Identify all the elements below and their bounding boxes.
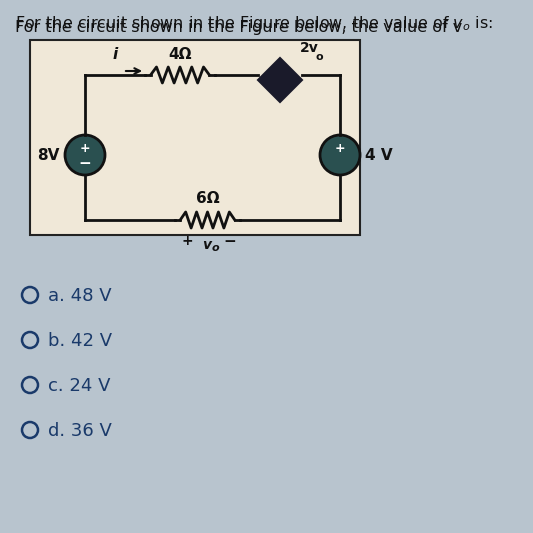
Text: i: i bbox=[112, 47, 118, 62]
Text: 8V: 8V bbox=[38, 148, 60, 163]
Text: v: v bbox=[203, 238, 212, 252]
Text: −: − bbox=[79, 156, 91, 171]
Text: 2v: 2v bbox=[300, 41, 319, 55]
Text: +: + bbox=[335, 141, 345, 155]
Text: For the circuit shown in the Figure below, the value of v: For the circuit shown in the Figure belo… bbox=[15, 20, 462, 35]
FancyBboxPatch shape bbox=[30, 40, 360, 235]
Polygon shape bbox=[258, 58, 302, 102]
Text: b. 42 V: b. 42 V bbox=[48, 332, 112, 350]
Text: o: o bbox=[316, 52, 324, 62]
Circle shape bbox=[320, 135, 360, 175]
Text: −: − bbox=[223, 234, 236, 249]
Text: +: + bbox=[182, 234, 193, 248]
Text: 6Ω: 6Ω bbox=[196, 191, 219, 206]
Text: 4 V: 4 V bbox=[365, 148, 393, 163]
Circle shape bbox=[65, 135, 105, 175]
Text: +: + bbox=[80, 141, 90, 155]
Text: 4Ω: 4Ω bbox=[168, 47, 192, 62]
Text: c. 24 V: c. 24 V bbox=[48, 377, 110, 395]
Text: For the circuit shown in the Figure below, the value of $v_o$ is:: For the circuit shown in the Figure belo… bbox=[15, 14, 493, 33]
Text: o: o bbox=[212, 243, 219, 253]
Text: a. 48 V: a. 48 V bbox=[48, 287, 111, 305]
Text: d. 36 V: d. 36 V bbox=[48, 422, 112, 440]
